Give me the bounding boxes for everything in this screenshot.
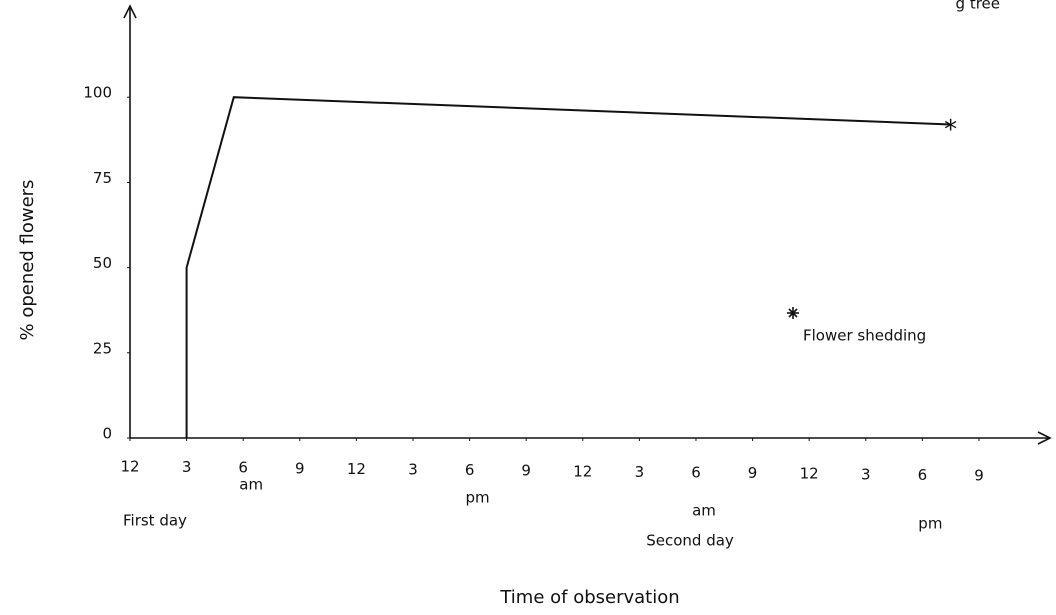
x-tick-label: 3 — [182, 458, 192, 476]
y-tick-label: 75 — [93, 169, 112, 187]
tick-sublabel: am — [692, 502, 716, 520]
annotation-star — [787, 307, 799, 319]
x-tick-label: 9 — [974, 467, 984, 485]
data-line — [185, 96, 951, 438]
tick-sublabel: pm — [466, 489, 490, 507]
x-axis-arrow — [1037, 431, 1052, 445]
y-tick-label: 100 — [83, 84, 112, 102]
x-tick-label: 6 — [238, 459, 248, 477]
chart-title: g tree — [956, 0, 1000, 13]
day-label: Second day — [646, 532, 734, 550]
y-tick-label: 50 — [93, 254, 112, 272]
x-tick-label: 6 — [918, 466, 928, 484]
y-tick-label: 25 — [93, 339, 112, 357]
annotation: Flower shedding — [803, 327, 926, 345]
tick-sublabel: am — [239, 476, 263, 494]
x-tick-label: 3 — [635, 463, 645, 481]
end-marker: * — [944, 115, 957, 145]
x-tick-label: 12 — [573, 462, 592, 480]
tick-sublabel: pm — [918, 515, 942, 533]
x-tick-label: 12 — [347, 460, 366, 478]
y-axis-arrow — [123, 4, 137, 19]
x-tick-label: 3 — [408, 461, 418, 479]
x-tick-label: 3 — [861, 465, 871, 483]
x-tick-label: 9 — [748, 464, 758, 482]
x-tick-label: 12 — [120, 458, 139, 476]
x-tick-label: 12 — [800, 465, 819, 483]
y-tick-label: 0 — [102, 425, 112, 443]
x-tick-label: 6 — [465, 461, 475, 479]
x-axis-label: Time of observation — [499, 587, 679, 608]
day-label: First day — [123, 512, 187, 530]
x-tick-label: 6 — [691, 464, 701, 482]
x-tick-label: 9 — [521, 462, 531, 480]
x-tick-label: 9 — [295, 459, 305, 477]
y-axis-label: % opened flowers — [17, 180, 38, 341]
